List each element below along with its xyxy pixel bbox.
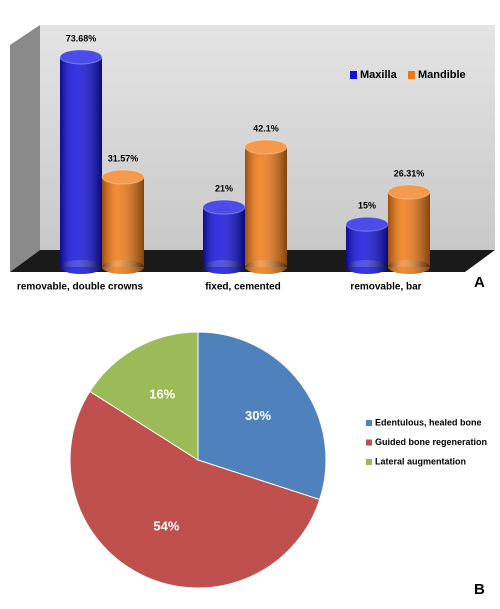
cylinder-shade [203,207,245,267]
data-label: 15% [358,201,376,211]
cylinder-top-light [102,170,144,185]
panel-label: A [474,274,485,291]
data-label: 73.68% [66,33,97,43]
legend-label: Mandible [418,69,466,81]
pie-slice [197,331,327,501]
cylinder-shade [388,192,430,267]
cylinder [101,169,145,274]
data-label: 26.31% [394,168,425,178]
x-tick-label: removable, bar [350,282,421,293]
side-wall [10,25,40,272]
cylinder-top-light [203,200,245,215]
cylinder-base-shade [245,260,287,274]
cylinder-top-light [245,140,287,155]
legend-swatch [350,71,357,79]
cylinder-base-shade [60,260,102,274]
panel-label: B [474,581,485,598]
cylinder-top [101,169,145,185]
data-label: 16% [149,386,175,401]
cylinder-base-shade [203,260,245,274]
x-tick-label: fixed, cemented [205,282,281,293]
legend-label: Guided bone regeneration [375,437,487,447]
cylinder-top-light [388,185,430,200]
legend-swatch [408,71,415,79]
cylinder-top-light [346,217,388,232]
cylinder [244,139,288,274]
data-label: 30% [245,408,271,423]
legend-label: Lateral augmentation [375,456,466,466]
legend-label: Maxilla [360,69,398,81]
cylinder-base-shade [388,260,430,274]
x-tick-label: removable, double crowns [17,282,144,293]
cylinder-base-shade [346,260,388,274]
cylinder-top [244,139,288,155]
data-label: 21% [215,184,233,194]
legend-swatch [366,459,372,465]
cylinder [202,199,246,274]
legend-label: Edentulous, healed bone [375,417,482,427]
cylinder-top [59,49,103,65]
data-label: 54% [153,519,179,534]
data-label: 31.57% [108,153,139,163]
cylinder [387,184,431,274]
cylinder [59,49,103,274]
legend-swatch [366,439,372,446]
cylinder [345,216,389,274]
cylinder-shade [60,57,102,268]
data-label: 42.1% [253,123,279,133]
cylinder-top [387,184,431,200]
legend-swatch [366,420,372,426]
cylinder-base-shade [102,260,144,274]
cylinder-top-light [60,50,102,65]
cylinder-shade [346,224,388,267]
pie-slice [89,331,199,461]
cylinder-shade [102,177,144,267]
cylinder-shade [245,147,287,267]
pie-slice [69,390,321,589]
